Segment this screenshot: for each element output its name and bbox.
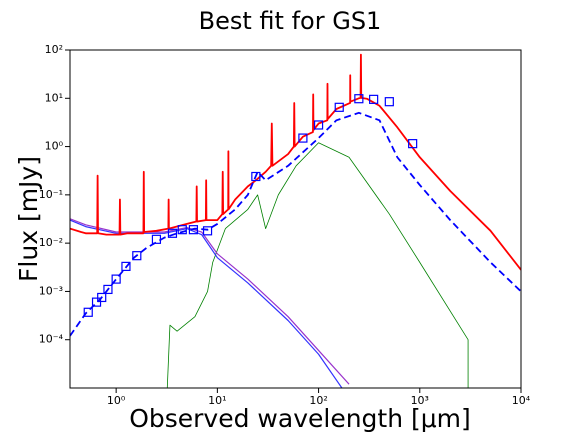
- x-tick-label: 10⁰: [107, 394, 126, 407]
- y-tick-label: 10⁻⁴: [39, 333, 64, 346]
- data-point: [103, 284, 113, 295]
- data-point: [354, 94, 364, 104]
- data-point: [132, 251, 142, 261]
- series-line: [70, 219, 343, 388]
- y-tick-label: 10¹: [45, 91, 63, 104]
- x-tick-label: 10³: [411, 394, 429, 407]
- x-tick-label: 10¹: [208, 394, 226, 407]
- data-point: [111, 274, 121, 284]
- data-point: [97, 292, 107, 303]
- data-point: [202, 226, 213, 236]
- data-point: [83, 307, 93, 317]
- y-tick-label: 10⁻¹: [39, 188, 63, 201]
- data-point: [177, 225, 187, 235]
- series-line: [70, 53, 521, 271]
- plot-frame: [69, 49, 522, 389]
- series-line: [70, 218, 350, 385]
- x-tick-label: 10²: [309, 394, 327, 407]
- data-point: [408, 139, 418, 149]
- data-point: [167, 228, 178, 238]
- y-tick-label: 10⁰: [45, 140, 64, 153]
- data-point: [151, 234, 162, 244]
- chart-title: Best fit for GS1: [199, 7, 382, 35]
- data-point: [369, 94, 379, 104]
- y-tick-label: 10²: [45, 43, 63, 56]
- data-point: [384, 97, 394, 107]
- data-point: [334, 102, 344, 112]
- series-line: [70, 111, 521, 337]
- data-point: [188, 225, 199, 235]
- data-point: [121, 261, 131, 271]
- plot-area: [70, 53, 521, 388]
- x-axis-label: Observed wavelength [μm]: [129, 404, 471, 433]
- data-point: [298, 133, 308, 143]
- y-tick-label: 10⁻²: [39, 236, 63, 249]
- data-point: [91, 297, 102, 307]
- data-point: [251, 171, 261, 182]
- data-point: [313, 120, 324, 130]
- y-tick-label: 10⁻³: [39, 284, 63, 297]
- x-tick-label: 10⁴: [512, 394, 531, 407]
- y-axis-label: Flux [mJy]: [14, 156, 43, 282]
- series-line: [166, 142, 469, 388]
